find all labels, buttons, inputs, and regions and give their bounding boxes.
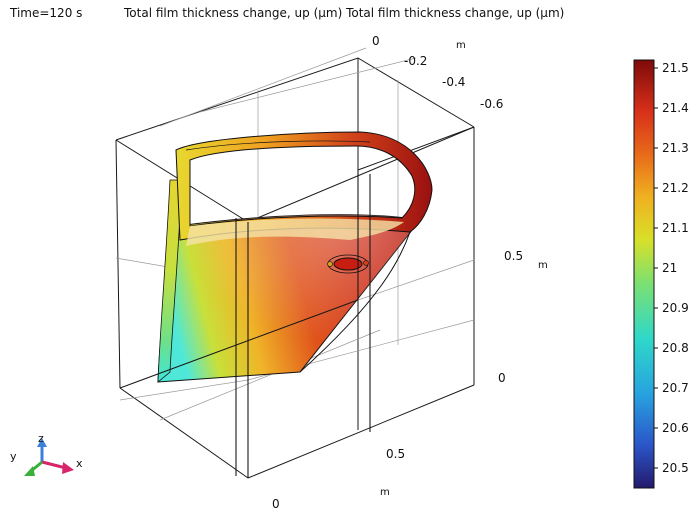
time-label: Time=120 s: [10, 6, 83, 20]
colorbar-tick-label: 21.4: [662, 101, 689, 115]
top-tick-0: 0: [372, 34, 380, 48]
right-tick-1: 0: [498, 371, 506, 385]
colorbar-tick-label: 20.6: [662, 421, 689, 435]
triad-z-label: z: [38, 432, 44, 445]
colorbar-tick-label: 20.7: [662, 381, 689, 395]
top-axis-unit: m: [456, 40, 466, 51]
colorbar-tick-label: 20.5: [662, 461, 689, 475]
bottom-tick-0: 0.5: [386, 447, 405, 461]
bottom-tick-1: 0: [272, 497, 280, 511]
colorbar: 21.5 21.4 21.3 21.2 21.1 21 20.9 20.8 20.7 20.6 20…: [633, 59, 689, 489]
colorbar-tick-label: 21: [662, 261, 677, 275]
right-tick-0: 0.5: [504, 249, 523, 263]
plot-title: Total film thickness change, up (µm) Tot…: [124, 6, 565, 20]
bounding-box-front: [119, 170, 371, 478]
colorbar-tick-label: 21.1: [662, 221, 689, 235]
top-tick-1: -0.2: [404, 54, 427, 68]
right-axis-unit: m: [538, 260, 548, 271]
triad-x-label: x: [76, 457, 83, 470]
top-tick-2: -0.4: [442, 75, 465, 89]
bottom-axis-unit: m: [380, 487, 390, 498]
colorbar-tick-label: 21.5: [662, 61, 689, 75]
triad-y-label: y: [10, 450, 17, 463]
colorbar-tick-label: 21.3: [662, 141, 689, 155]
top-tick-3: -0.6: [480, 97, 503, 111]
axis-triad: z x y: [10, 432, 83, 476]
colorbar-tick-label: 21.2: [662, 181, 689, 195]
colorbar-tick-label: 20.8: [662, 341, 689, 355]
colorbar-tick-label: 20.9: [662, 301, 689, 315]
door-panel-surface: [157, 131, 433, 383]
